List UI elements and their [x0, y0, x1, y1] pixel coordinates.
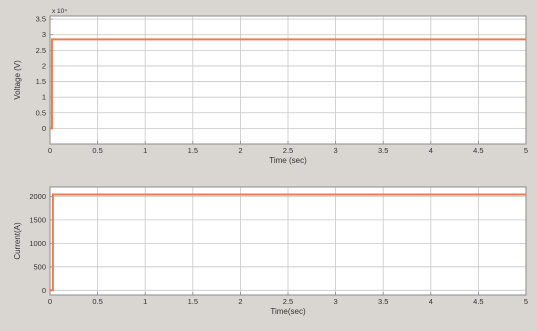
voltage-y-tick-label: 1.5 — [36, 77, 46, 86]
current-x-tick-label: 2.5 — [283, 297, 293, 306]
current-x-tick-label: 1.5 — [188, 297, 198, 306]
current-x-tick-label: 5 — [524, 297, 528, 306]
current-y-tick-label: 1500 — [29, 215, 46, 224]
voltage-x-tick-label: 4 — [429, 146, 433, 155]
voltage-y-tick-label: 0.5 — [36, 108, 46, 117]
current-y-tick-label: 500 — [33, 262, 46, 271]
current-x-tick-label: 4 — [429, 297, 433, 306]
voltage-x-axis-label: Time (sec) — [269, 156, 307, 165]
voltage-y-exponent-label: x 10⁴ — [52, 8, 67, 15]
voltage-x-tick-label: 5 — [524, 146, 528, 155]
current-y-axis-label: Current(A) — [13, 222, 22, 260]
voltage-x-tick-label: 2 — [238, 146, 242, 155]
voltage-x-tick-label: 0 — [48, 146, 52, 155]
voltage-y-tick-label: 3 — [42, 30, 46, 39]
voltage-y-tick-label: 3.5 — [36, 15, 46, 24]
current-y-tick-label: 0 — [42, 286, 46, 295]
voltage-axes-frame — [49, 15, 527, 145]
voltage-series-line — [50, 38, 526, 130]
voltage-x-tick-label: 4.5 — [473, 146, 483, 155]
current-x-tick-label: 0 — [48, 297, 52, 306]
current-x-tick-label: 1 — [143, 297, 147, 306]
current-plot: 0 0.5 1 1.5 2 2.5 3 3.5 4 4.5 5 0 500 1000 1500 2000 Tim… — [13, 186, 528, 316]
current-x-tick-label: 3.5 — [378, 297, 388, 306]
current-x-axis-label: Time(sec) — [270, 307, 306, 316]
current-series-line — [50, 193, 526, 292]
current-x-tick-label: 2 — [238, 297, 242, 306]
voltage-y-axis-label: Voltage (V) — [13, 60, 22, 100]
current-x-tick-label: 3 — [334, 297, 338, 306]
current-axes-frame — [49, 186, 527, 296]
voltage-y-tick-label: 2.5 — [36, 46, 46, 55]
voltage-x-tick-label: 2.5 — [283, 146, 293, 155]
current-y-tick-label: 2000 — [29, 192, 46, 201]
voltage-y-tick-label: 2 — [42, 61, 46, 70]
voltage-x-tick-label: 3.5 — [378, 146, 388, 155]
current-y-tick-label: 1000 — [29, 239, 46, 248]
voltage-y-tick-label: 1 — [42, 93, 46, 102]
voltage-x-tick-label: 3 — [334, 146, 338, 155]
voltage-plot: 0 0.5 1 1.5 2 2.5 3 3.5 4 4.5 5 0 0.5 1 1.5 2 2.5 3 3.5 Tim… — [13, 8, 528, 165]
voltage-x-tick-label: 1.5 — [188, 146, 198, 155]
voltage-y-tick-label: 0 — [42, 124, 46, 133]
voltage-x-tick-label: 1 — [143, 146, 147, 155]
current-x-tick-label: 4.5 — [473, 297, 483, 306]
voltage-x-tick-label: 0.5 — [92, 146, 102, 155]
current-x-tick-label: 0.5 — [92, 297, 102, 306]
